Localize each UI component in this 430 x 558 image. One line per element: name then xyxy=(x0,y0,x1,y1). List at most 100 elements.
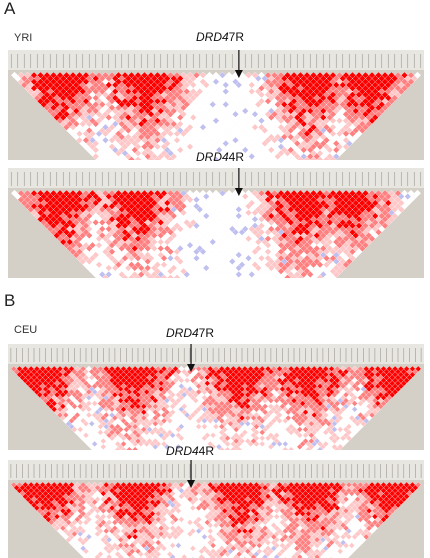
ld-cell xyxy=(154,274,161,278)
ld-cell xyxy=(115,156,122,160)
ld-cell xyxy=(259,446,266,450)
frame-right xyxy=(353,366,424,450)
ld-cell xyxy=(186,274,194,278)
ld-cell xyxy=(212,274,220,278)
ld-cell xyxy=(120,446,127,450)
ld-cell xyxy=(172,446,179,450)
ld-cell xyxy=(219,156,226,160)
ld-cell xyxy=(270,446,277,450)
ld-cell xyxy=(149,446,156,450)
ld-cell xyxy=(207,446,214,450)
ld-heatmap-svg xyxy=(8,460,424,558)
ld-cell xyxy=(316,446,324,450)
ld-cell xyxy=(137,446,144,450)
ld-cell xyxy=(303,274,311,278)
ld-cell xyxy=(334,446,341,450)
ld-cell xyxy=(310,274,317,278)
ld-cell xyxy=(186,156,194,160)
ld-cell xyxy=(219,274,226,278)
ld-cell xyxy=(173,156,181,160)
ld-cell xyxy=(103,446,110,450)
snp-label-b1: DRD47R xyxy=(166,326,215,340)
ld-cell xyxy=(258,156,265,160)
snp-arrow-head xyxy=(234,70,243,78)
ld-cell xyxy=(297,274,304,278)
ld-cell xyxy=(316,274,324,278)
ld-cell xyxy=(134,156,142,160)
ld-cell xyxy=(160,156,168,160)
ld-cell xyxy=(121,156,129,160)
ld-cell xyxy=(189,446,196,450)
ld-cell xyxy=(247,446,254,450)
snp-label-b2: DRD44R xyxy=(166,444,215,458)
ld-cell xyxy=(143,446,150,450)
ld-cell xyxy=(225,156,233,160)
ld-cell xyxy=(128,274,135,278)
ld-cell xyxy=(167,274,174,278)
ld-cell xyxy=(206,274,213,278)
ld-cell xyxy=(195,446,202,450)
ld-cell xyxy=(238,274,246,278)
ld-cell xyxy=(236,446,243,450)
ld-cell xyxy=(166,446,173,450)
ld-cell xyxy=(290,156,298,160)
snp-position-bar xyxy=(8,344,424,364)
ld-cell xyxy=(293,446,300,450)
ld-plot-b2 xyxy=(8,460,424,558)
ld-cell xyxy=(218,446,225,450)
ld-cell xyxy=(121,274,129,278)
frame-right xyxy=(353,72,424,160)
ld-cell xyxy=(160,446,168,450)
ld-cell xyxy=(212,446,220,450)
population-label-ceu: CEU xyxy=(14,324,38,336)
ld-cell xyxy=(108,274,116,278)
frame-left xyxy=(8,366,79,450)
ld-cell xyxy=(297,156,304,160)
ld-cell xyxy=(264,156,272,160)
ld-heatmap-svg xyxy=(8,50,424,160)
ld-plot-a1 xyxy=(8,50,424,160)
ld-cell xyxy=(147,156,155,160)
ld-cell xyxy=(323,274,330,278)
panel-letter-a: A xyxy=(4,0,16,18)
ld-cell xyxy=(193,274,200,278)
ld-cell xyxy=(141,274,148,278)
snp-position-bar xyxy=(8,50,424,70)
ld-cell xyxy=(305,446,312,450)
ld-cell xyxy=(276,446,283,450)
ld-cell xyxy=(251,274,259,278)
ld-cell xyxy=(155,446,162,450)
ld-cell xyxy=(277,156,285,160)
ld-cell xyxy=(303,156,311,160)
ld-cell xyxy=(134,274,142,278)
ld-cell xyxy=(102,274,109,278)
ld-cell xyxy=(311,446,318,450)
ld-cell xyxy=(288,446,295,450)
ld-cell xyxy=(251,156,259,160)
ld-cell xyxy=(178,446,185,450)
ld-cell xyxy=(328,446,335,450)
ld-cell xyxy=(238,156,246,160)
ld-cell xyxy=(126,446,133,450)
ld-cell xyxy=(323,156,330,160)
ld-cell xyxy=(241,446,248,450)
ld-cell xyxy=(232,274,239,278)
frame-right xyxy=(353,190,424,278)
ld-cell xyxy=(147,274,155,278)
ld-cell xyxy=(253,446,260,450)
ld-cell xyxy=(310,156,317,160)
ld-cell xyxy=(230,446,237,450)
frame-left xyxy=(8,72,79,160)
ld-cell xyxy=(132,446,139,450)
ld-cell xyxy=(114,446,121,450)
ld-cell xyxy=(322,446,329,450)
snp-label-a2: DRD44R xyxy=(196,150,245,164)
ld-cell xyxy=(290,274,298,278)
snp-arrow-head xyxy=(187,364,196,372)
ld-cell xyxy=(128,156,135,160)
ld-cell xyxy=(245,156,252,160)
ld-cell xyxy=(193,156,200,160)
ld-plot-b1 xyxy=(8,344,424,450)
ld-cell xyxy=(199,274,207,278)
ld-cell xyxy=(102,156,109,160)
